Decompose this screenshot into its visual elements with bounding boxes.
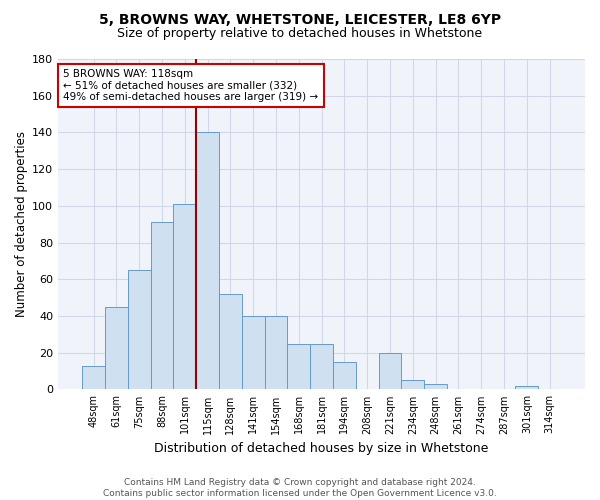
Bar [82, 366, 105, 390]
Bar [333, 362, 356, 390]
Bar [151, 222, 173, 390]
Text: Size of property relative to detached houses in Whetstone: Size of property relative to detached ho… [118, 28, 482, 40]
Bar [242, 316, 265, 390]
Text: 5 BROWNS WAY: 118sqm
← 51% of detached houses are smaller (332)
49% of semi-deta: 5 BROWNS WAY: 118sqm ← 51% of detached h… [64, 69, 319, 102]
Bar [128, 270, 151, 390]
Bar [219, 294, 242, 390]
Bar [196, 132, 219, 390]
Bar [105, 307, 128, 390]
Text: Contains HM Land Registry data © Crown copyright and database right 2024.
Contai: Contains HM Land Registry data © Crown c… [103, 478, 497, 498]
Bar [173, 204, 196, 390]
Bar [310, 344, 333, 390]
Bar [515, 386, 538, 390]
Bar [287, 344, 310, 390]
X-axis label: Distribution of detached houses by size in Whetstone: Distribution of detached houses by size … [154, 442, 489, 455]
Bar [379, 352, 401, 390]
Bar [424, 384, 447, 390]
Text: 5, BROWNS WAY, WHETSTONE, LEICESTER, LE8 6YP: 5, BROWNS WAY, WHETSTONE, LEICESTER, LE8… [99, 12, 501, 26]
Y-axis label: Number of detached properties: Number of detached properties [15, 131, 28, 317]
Bar [265, 316, 287, 390]
Bar [401, 380, 424, 390]
